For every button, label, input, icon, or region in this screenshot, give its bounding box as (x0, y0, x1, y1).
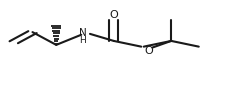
Text: O: O (144, 46, 153, 56)
Text: H: H (79, 36, 86, 45)
Text: O: O (110, 10, 118, 20)
Text: N: N (78, 28, 86, 38)
